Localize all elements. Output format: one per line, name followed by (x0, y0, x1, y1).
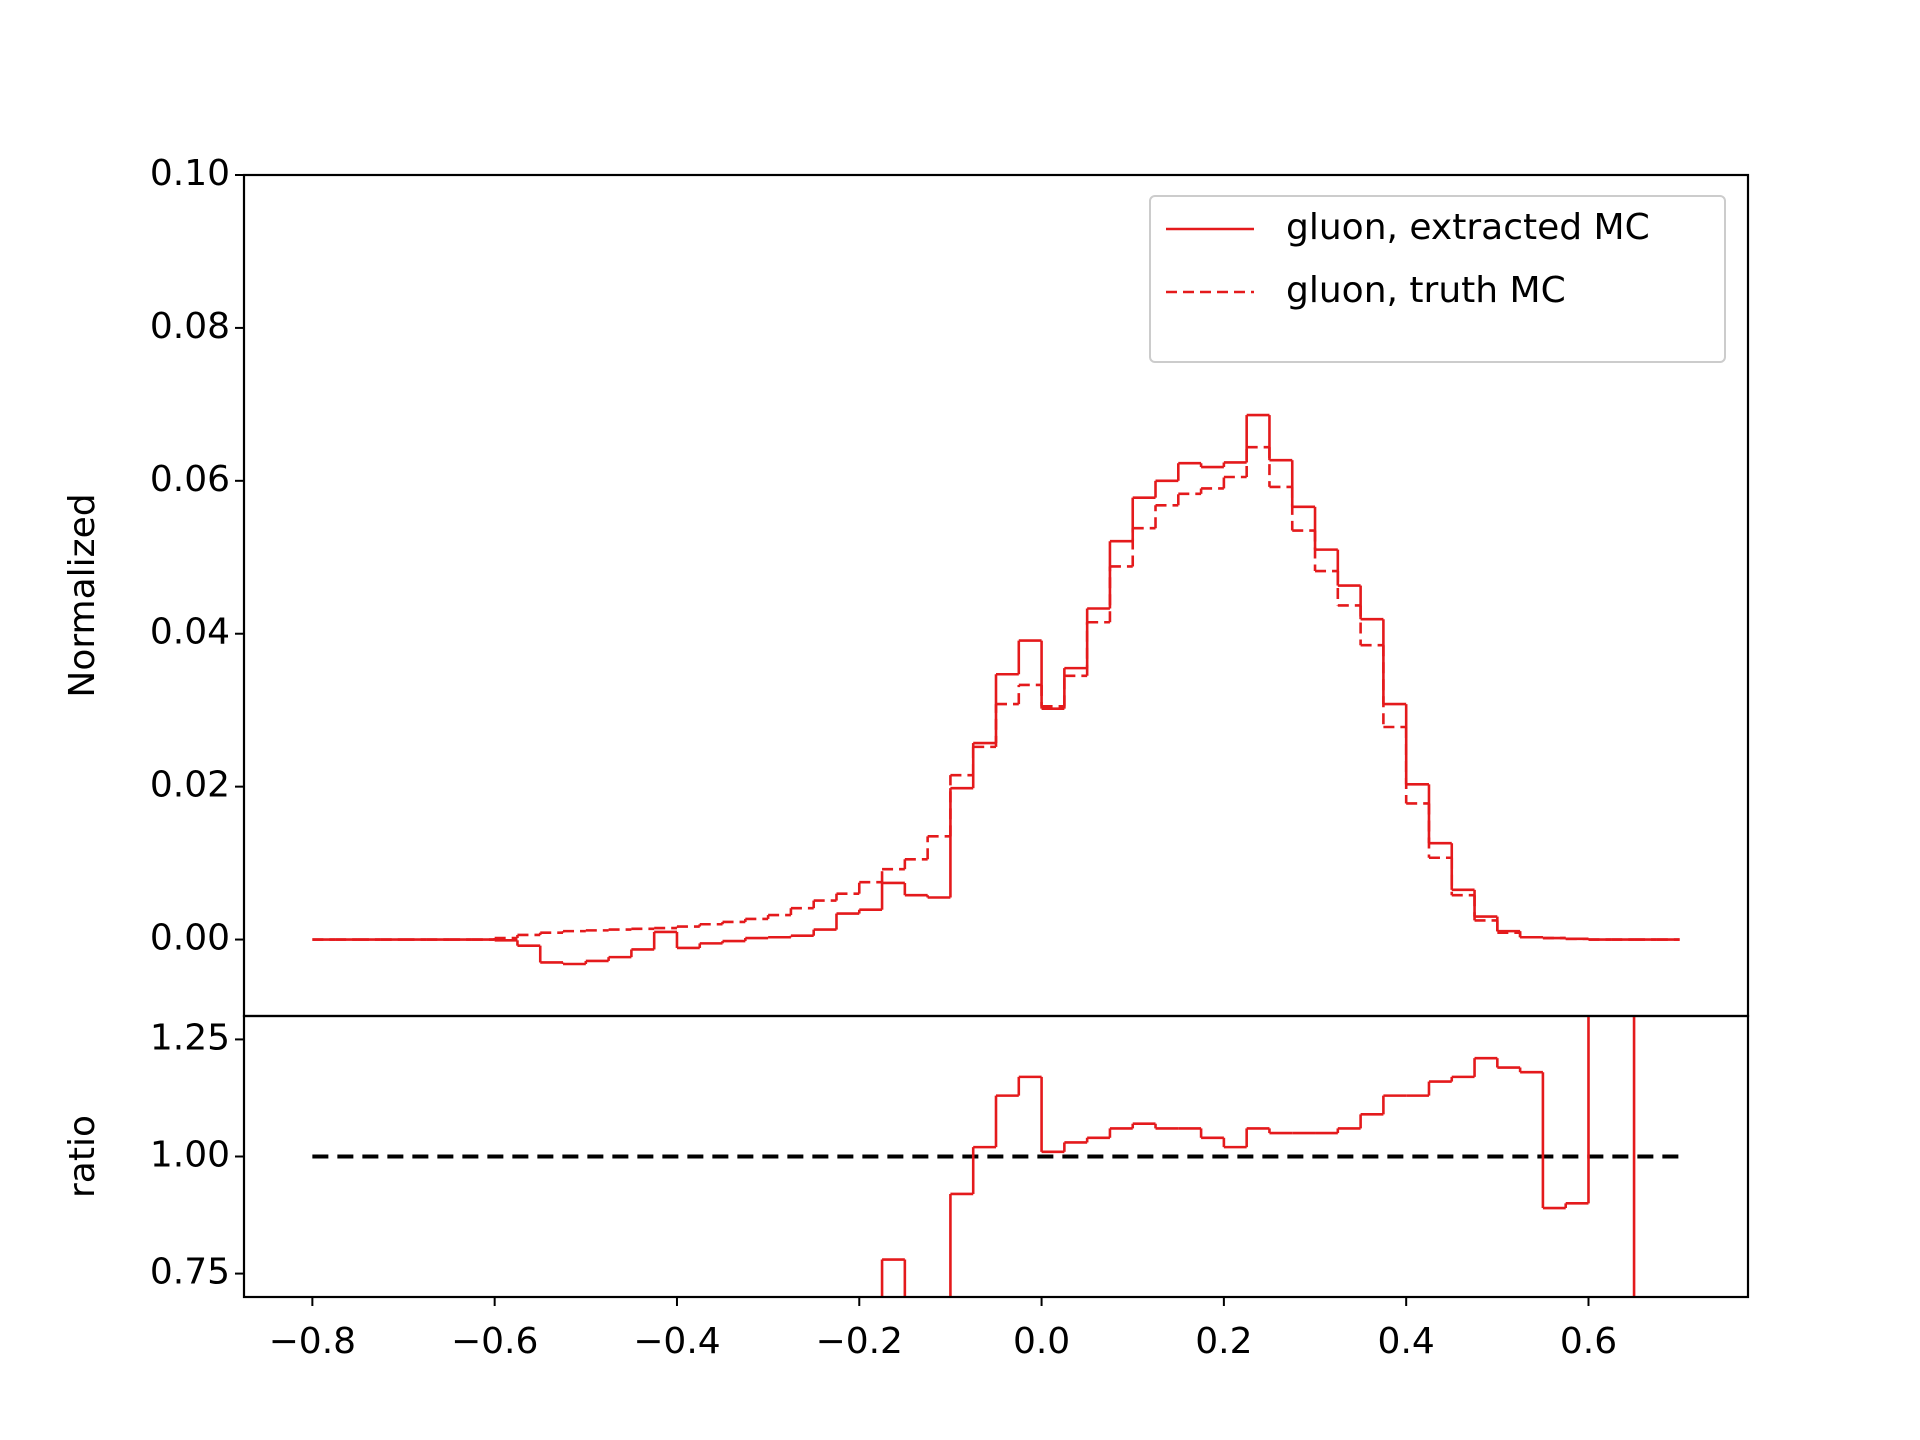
x-tick-label: 0.4 (1378, 1321, 1435, 1362)
y-tick-label: 0.10 (150, 153, 230, 194)
x-tick-label: 0.6 (1560, 1321, 1617, 1362)
legend-label: gluon, truth MC (1286, 270, 1566, 311)
x-tick-label: −0.8 (269, 1321, 356, 1362)
y-tick-label: 0.00 (150, 918, 230, 959)
legend-box (1149, 195, 1726, 363)
axes-frame (242, 1014, 1750, 1299)
y-tick-label: 0.75 (150, 1252, 230, 1293)
x-tick-label: −0.4 (633, 1321, 720, 1362)
y-tick-label: 0.02 (150, 765, 230, 806)
y-tick-label: 0.08 (150, 306, 230, 347)
x-tick-label: −0.2 (816, 1321, 903, 1362)
y-tick-label: 1.25 (150, 1017, 230, 1058)
x-tick-label: 0.0 (1013, 1321, 1070, 1362)
plot-area (312, 413, 1680, 966)
plot-area (312, 1016, 1680, 1297)
y-axis-label: ratio (62, 1115, 103, 1198)
y-axis-label: Normalized (62, 493, 103, 697)
x-tick-label: −0.6 (451, 1321, 538, 1362)
legend-label: gluon, extracted MC (1286, 207, 1650, 248)
y-tick-label: 0.06 (150, 459, 230, 500)
x-tick-label: 0.2 (1195, 1321, 1252, 1362)
y-tick-label: 1.00 (150, 1135, 230, 1176)
y-tick-label: 0.04 (150, 612, 230, 653)
